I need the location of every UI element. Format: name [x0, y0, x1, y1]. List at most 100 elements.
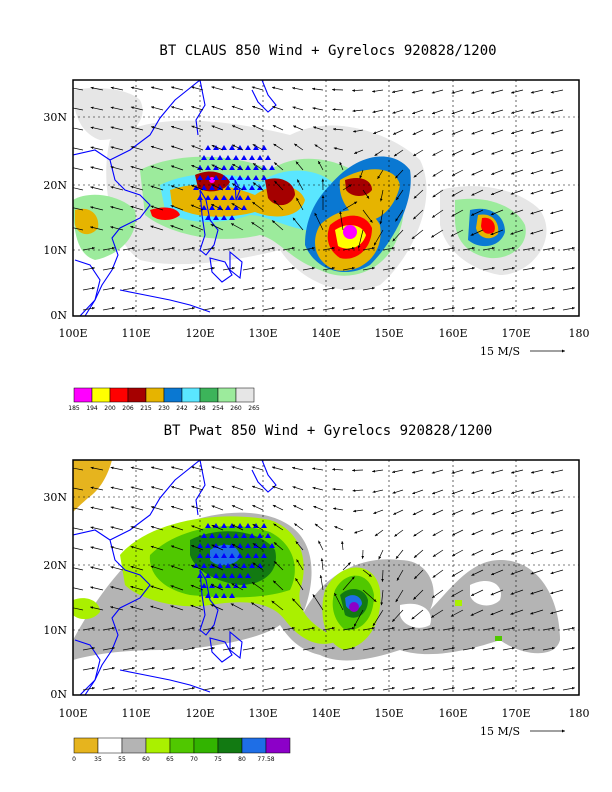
wind-vector — [231, 125, 244, 131]
wind-vector — [491, 129, 504, 135]
wind-vector — [251, 221, 264, 231]
wind-vector — [510, 189, 524, 195]
wind-vector — [431, 89, 444, 94]
wind-vector — [442, 666, 455, 671]
wind-vector — [422, 626, 435, 631]
wind-vector — [502, 686, 515, 691]
wind-vector — [550, 609, 564, 615]
wind-vector — [471, 469, 484, 474]
wind-vector — [530, 549, 544, 555]
wind-vector — [150, 545, 164, 551]
wind-vector — [511, 469, 524, 474]
wind-vector — [391, 89, 404, 94]
wind-vector — [150, 486, 164, 491]
wind-vector — [211, 184, 224, 191]
wind-vector — [432, 149, 444, 156]
wind-vector — [491, 109, 504, 115]
wind-vector — [302, 626, 315, 631]
wind-vector — [530, 149, 544, 155]
wind-vector — [211, 164, 224, 171]
wind-vector — [231, 202, 244, 211]
wind-vector — [562, 286, 575, 291]
top-gyrelocs — [193, 145, 275, 220]
wind-vector — [211, 466, 224, 471]
wind-vector — [431, 589, 444, 599]
wind-vector — [252, 543, 264, 551]
wind-vector — [422, 646, 435, 651]
wind-vector — [150, 466, 164, 471]
wind-vector — [162, 686, 175, 691]
wind-vector — [150, 106, 164, 111]
wind-vector — [211, 125, 224, 131]
colorbar-label: 77.58 — [257, 756, 274, 763]
wind-vector — [191, 164, 204, 171]
wind-vector — [250, 602, 264, 611]
colorbar-swatch — [193, 737, 219, 754]
wind-vector — [402, 266, 415, 271]
lon-label: 120E — [185, 707, 214, 720]
wind-vector — [130, 506, 144, 511]
wind-vector — [73, 226, 84, 231]
wind-vector — [402, 646, 415, 651]
wind-vector — [262, 266, 275, 271]
wind-vector — [392, 229, 404, 242]
wind-vector — [142, 626, 155, 631]
wind-vector — [542, 666, 555, 671]
wind-vector — [73, 506, 84, 511]
wind-vector — [312, 107, 324, 111]
wind-vector — [262, 666, 275, 671]
wind-vector — [102, 306, 115, 311]
top-panel: BT CLAUS 850 Wind + Gyrelocs 920828/1200 — [43, 43, 589, 412]
wind-vector — [73, 186, 84, 191]
wind-vector — [82, 646, 95, 651]
wind-vector — [170, 185, 184, 191]
wind-vector — [222, 686, 235, 691]
wind-vector — [122, 286, 135, 291]
lat-label: 0N — [50, 309, 67, 322]
wind-vector — [273, 560, 284, 571]
wind-vector — [381, 569, 384, 582]
colorbar-swatch — [163, 387, 183, 403]
wind-vector — [333, 147, 344, 151]
wind-vector — [182, 666, 195, 671]
wind-vector — [362, 646, 375, 651]
wind-vector — [293, 504, 304, 511]
wind-vector — [211, 564, 224, 571]
wind-vector — [482, 686, 495, 691]
wind-vector — [530, 189, 544, 195]
wind-vector — [150, 205, 164, 211]
wind-vector — [382, 246, 395, 251]
lon-label: 120E — [185, 327, 214, 340]
wind-vector — [372, 489, 384, 494]
wind-vector — [451, 209, 464, 217]
wind-vector — [210, 604, 224, 611]
wind-vector — [550, 509, 564, 514]
wind-vector — [90, 166, 104, 171]
wind-vector — [150, 165, 164, 171]
wind-vector — [470, 609, 484, 616]
wind-vector — [302, 686, 315, 691]
wind-vector — [292, 466, 304, 471]
wind-vector — [413, 529, 424, 537]
wind-vector — [317, 160, 324, 171]
wind-vector — [451, 469, 464, 474]
lon-label: 170E — [501, 327, 530, 340]
wind-vector — [312, 594, 324, 611]
wind-vector — [382, 266, 395, 271]
wind-vector — [462, 666, 475, 671]
wind-vector — [110, 526, 124, 531]
wind-vector — [334, 592, 344, 611]
wind-vector — [314, 144, 324, 151]
wind-vector — [482, 266, 495, 271]
wind-vector — [211, 485, 224, 491]
wind-vector — [150, 605, 164, 611]
wind-vector — [422, 666, 435, 671]
wind-vector — [359, 169, 364, 179]
wind-vector — [73, 146, 84, 151]
wind-vector — [451, 569, 464, 577]
wind-vector — [362, 626, 375, 631]
wind-vector — [451, 189, 464, 197]
wind-vector — [182, 266, 195, 271]
wind-vector — [82, 286, 95, 291]
wind-vector — [562, 246, 575, 251]
